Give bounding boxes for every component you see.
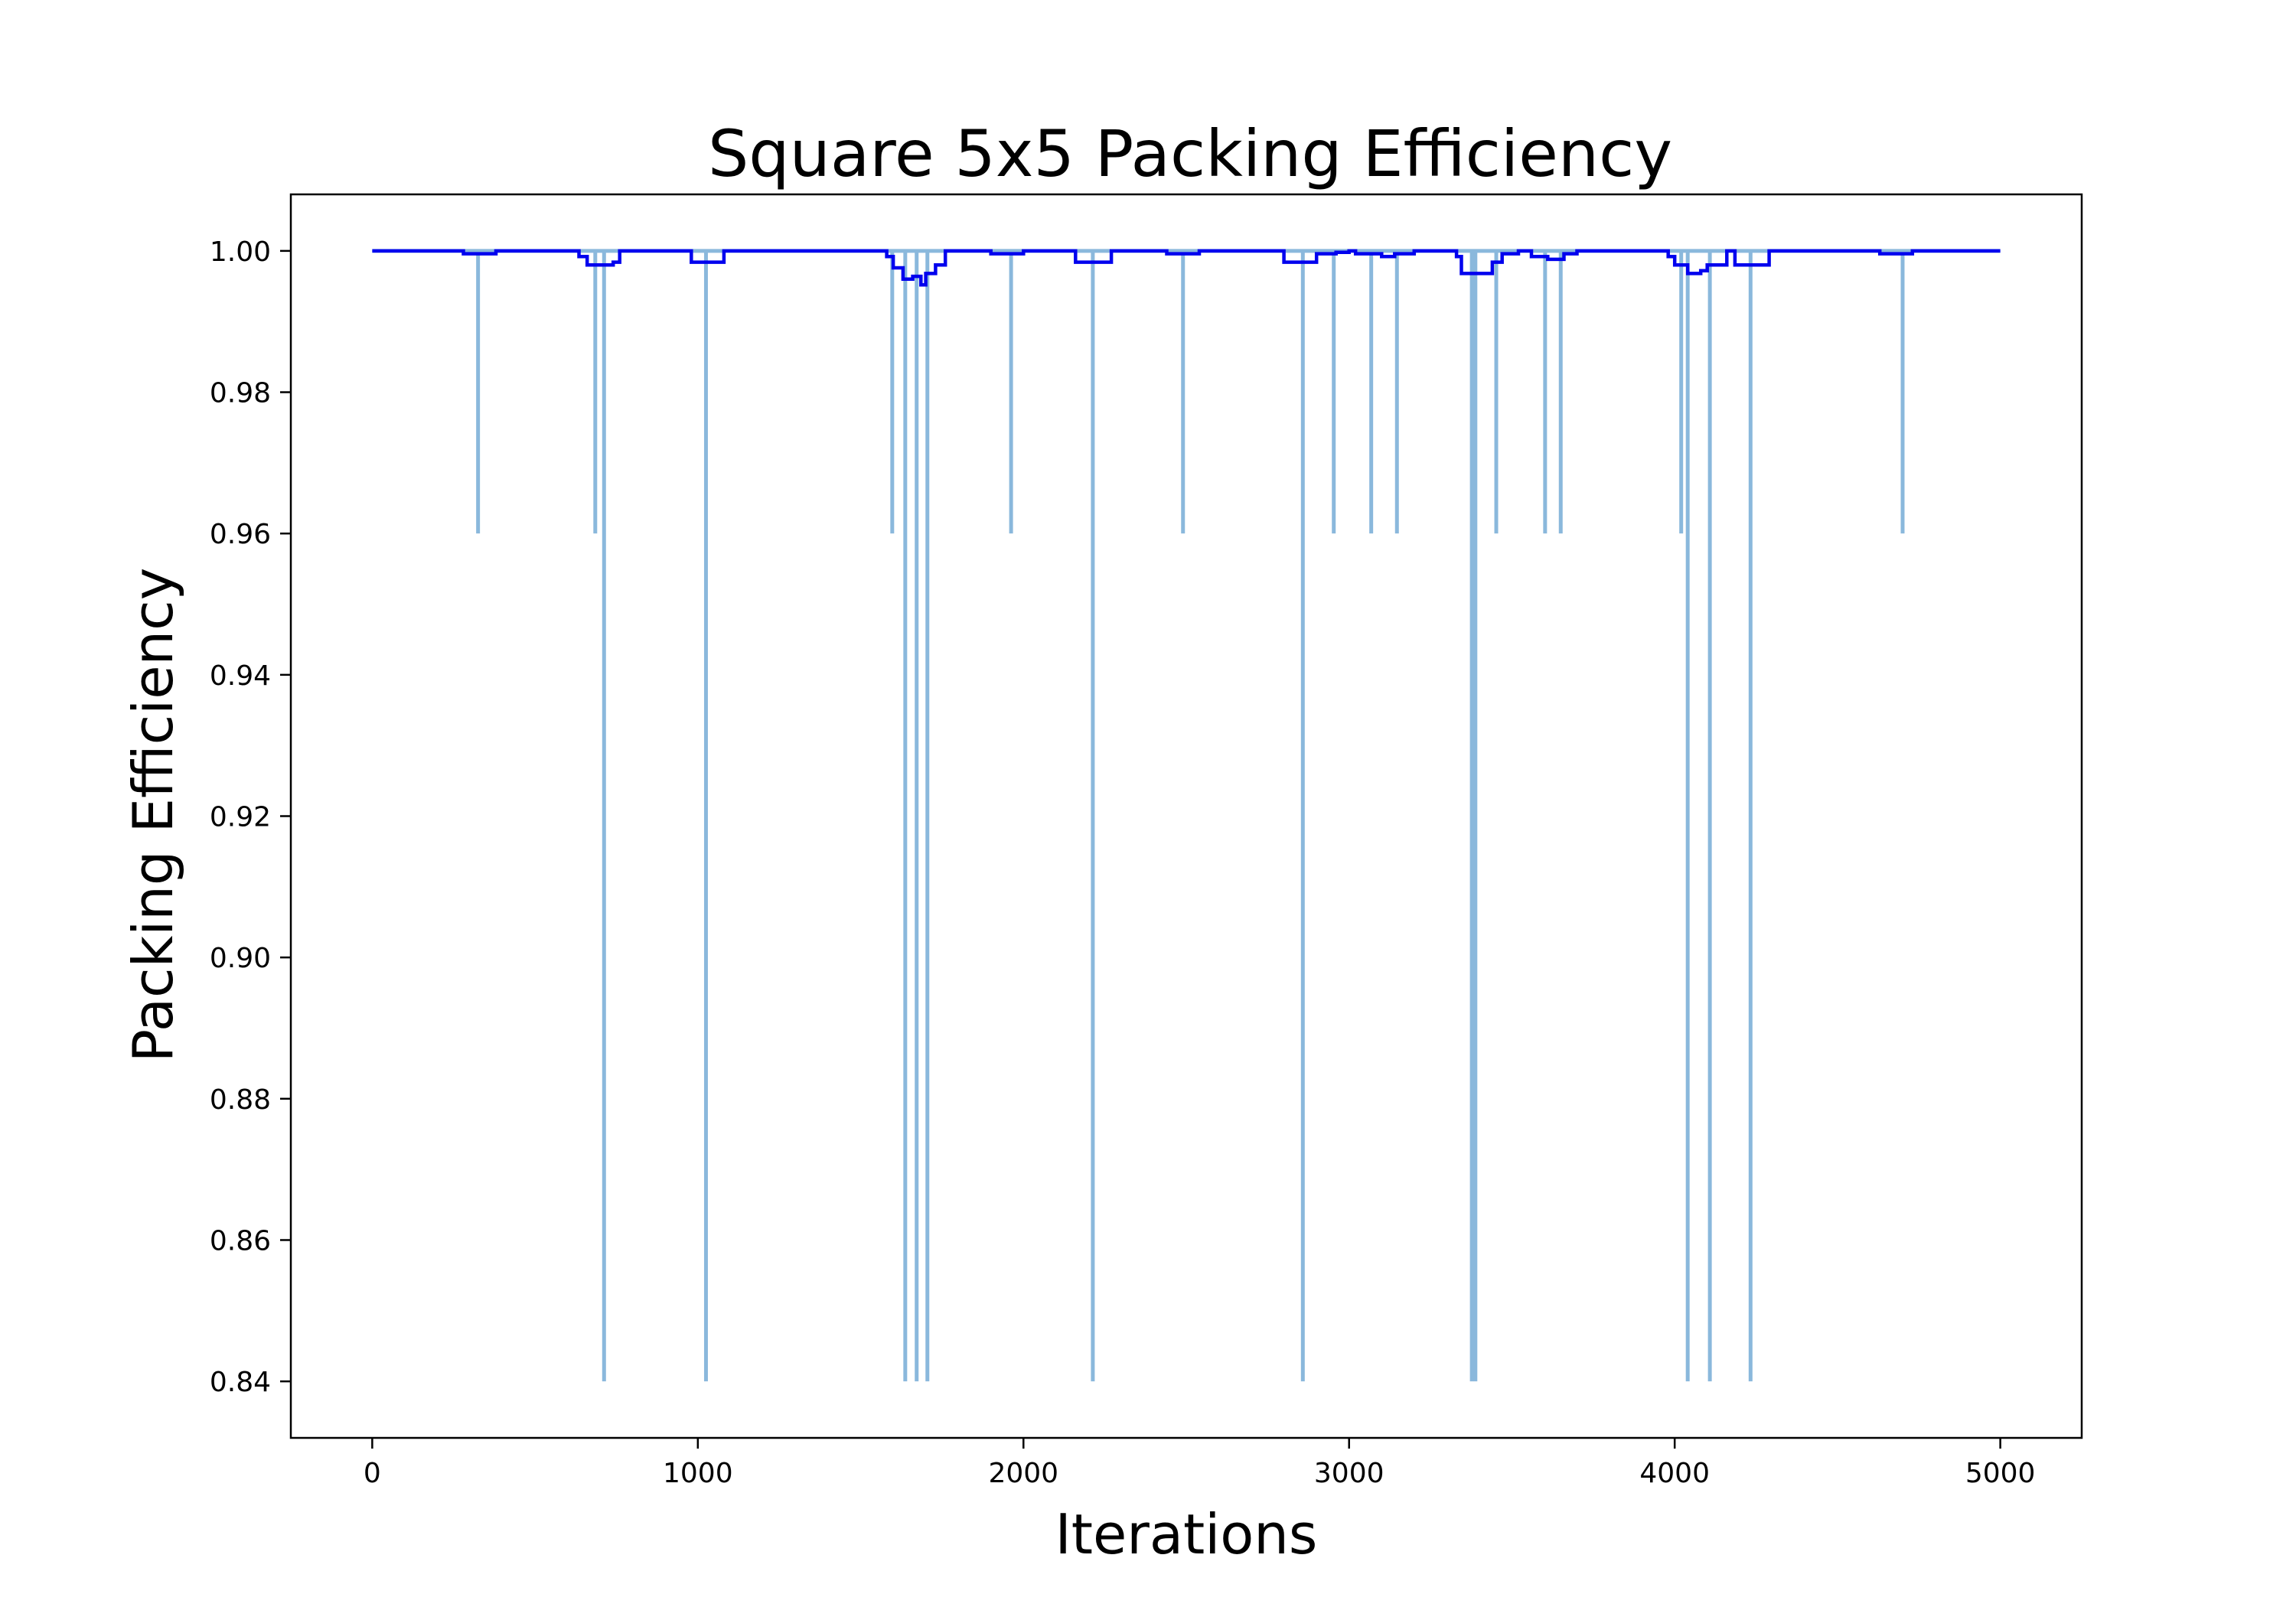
y-tick-label-5: 0.94 <box>210 660 271 692</box>
x-axis: 0 1000 2000 3000 4000 5000 <box>364 1438 2036 1489</box>
y-tick-label-4: 0.92 <box>210 802 271 833</box>
plot-area <box>372 249 2001 1382</box>
y-tick-label-0: 0.84 <box>210 1367 271 1398</box>
y-axis-title: Packing Efficiency <box>121 568 185 1063</box>
y-tick-label-2: 0.88 <box>210 1084 271 1116</box>
y-tick-label-3: 0.90 <box>210 943 271 974</box>
moving-average-line <box>372 249 2001 287</box>
y-tick-label-7: 0.98 <box>210 378 271 409</box>
chart-title: Square 5x5 Packing Efficiency <box>708 116 1672 191</box>
y-tick-label-8: 1.00 <box>210 236 271 268</box>
x-tick-label-4: 4000 <box>1639 1458 1710 1489</box>
x-tick-label-3: 3000 <box>1314 1458 1384 1489</box>
y-tick-label-1: 0.86 <box>210 1225 271 1257</box>
y-tick-label-6: 0.96 <box>210 519 271 550</box>
y-axis: 0.84 0.86 0.88 0.90 0.92 0.94 0.96 0.98 1.00 <box>210 236 291 1398</box>
x-tick-label-2: 2000 <box>988 1458 1058 1489</box>
x-tick-label-0: 0 <box>364 1458 381 1489</box>
x-tick-label-1: 1000 <box>663 1458 733 1489</box>
x-tick-label-5: 5000 <box>1965 1458 2036 1489</box>
x-axis-title: Iterations <box>1055 1502 1318 1566</box>
